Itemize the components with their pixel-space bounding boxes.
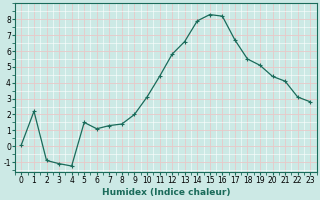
X-axis label: Humidex (Indice chaleur): Humidex (Indice chaleur) bbox=[101, 188, 230, 197]
